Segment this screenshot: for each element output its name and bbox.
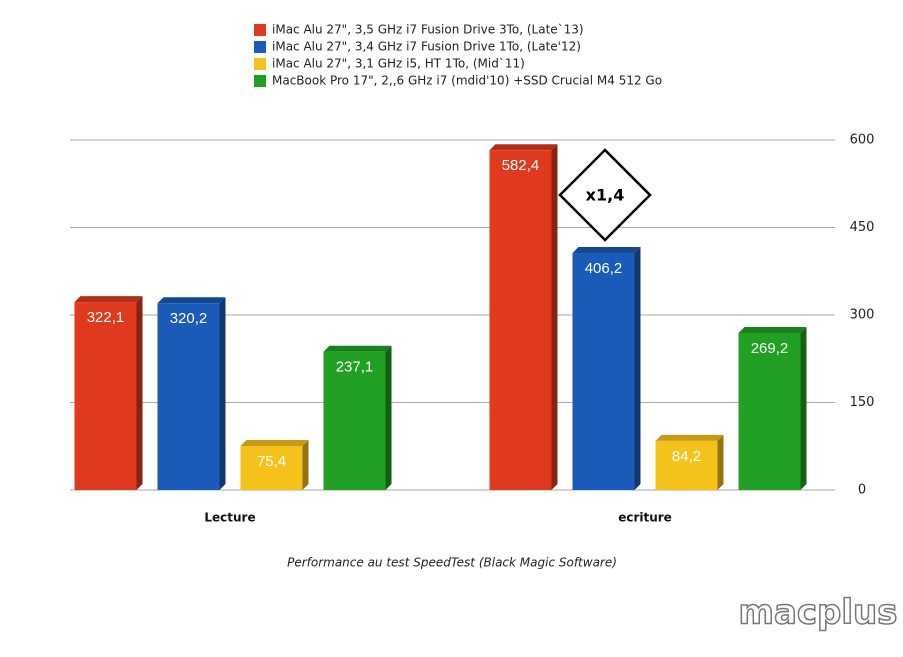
x-tick-label: ecriture bbox=[618, 511, 672, 525]
x-tick-label: Lecture bbox=[204, 511, 255, 525]
bar-side bbox=[551, 144, 558, 490]
legend-swatch bbox=[254, 58, 266, 70]
bar-top bbox=[157, 297, 226, 304]
bar-top bbox=[74, 296, 143, 303]
bar-top bbox=[240, 440, 309, 447]
bar-top bbox=[572, 247, 641, 254]
value-label: 322,1 bbox=[87, 309, 125, 326]
bar-side bbox=[634, 247, 641, 490]
bar-top bbox=[323, 345, 392, 352]
legend-label: iMac Alu 27", 3,1 GHz i5, HT 1To, (Mid`1… bbox=[272, 57, 525, 71]
bar-side bbox=[385, 345, 392, 490]
value-label: 269,2 bbox=[751, 340, 789, 357]
legend-label: MacBook Pro 17", 2,,6 GHz i7 (mdid'10) +… bbox=[272, 74, 662, 88]
bar-side bbox=[717, 434, 724, 490]
caption: Performance au test SpeedTest (Black Mag… bbox=[287, 556, 617, 570]
y-tick-label: 300 bbox=[850, 308, 875, 323]
bar-top bbox=[738, 326, 807, 333]
bar bbox=[323, 351, 386, 490]
bar-top bbox=[655, 434, 724, 441]
annotation-diamond bbox=[558, 148, 652, 242]
bar bbox=[572, 253, 635, 490]
value-label: 237,1 bbox=[336, 359, 374, 376]
legend-swatch bbox=[254, 41, 266, 53]
y-tick-label: 150 bbox=[850, 395, 875, 410]
bar-side bbox=[136, 296, 143, 490]
y-tick-label: 0 bbox=[858, 483, 866, 498]
legend-swatch bbox=[254, 75, 266, 87]
legend-label: iMac Alu 27", 3,4 GHz i7 Fusion Drive 1T… bbox=[272, 40, 581, 54]
value-label: 84,2 bbox=[672, 448, 701, 465]
bar-side bbox=[302, 440, 309, 490]
y-tick-label: 600 bbox=[850, 133, 875, 148]
annotation: x1,4 bbox=[586, 186, 625, 205]
y-tick-label: 450 bbox=[850, 220, 875, 235]
bar bbox=[240, 446, 303, 490]
bar-top bbox=[489, 144, 558, 151]
legend-swatch bbox=[254, 24, 266, 36]
value-label: 320,2 bbox=[170, 310, 208, 327]
bar bbox=[489, 150, 552, 490]
bar bbox=[157, 303, 220, 490]
watermark: macplus bbox=[739, 593, 898, 633]
bar bbox=[738, 332, 801, 490]
value-label: 75,4 bbox=[257, 453, 286, 470]
bar bbox=[655, 440, 718, 490]
annotation-badge: x1,4 bbox=[558, 148, 652, 242]
bar-side bbox=[219, 297, 226, 490]
legend-label: iMac Alu 27", 3,5 GHz i7 Fusion Drive 3T… bbox=[272, 23, 584, 37]
bar-side bbox=[800, 326, 807, 490]
value-label: 406,2 bbox=[585, 260, 623, 277]
bar bbox=[74, 302, 137, 490]
value-label: 582,4 bbox=[502, 157, 540, 174]
